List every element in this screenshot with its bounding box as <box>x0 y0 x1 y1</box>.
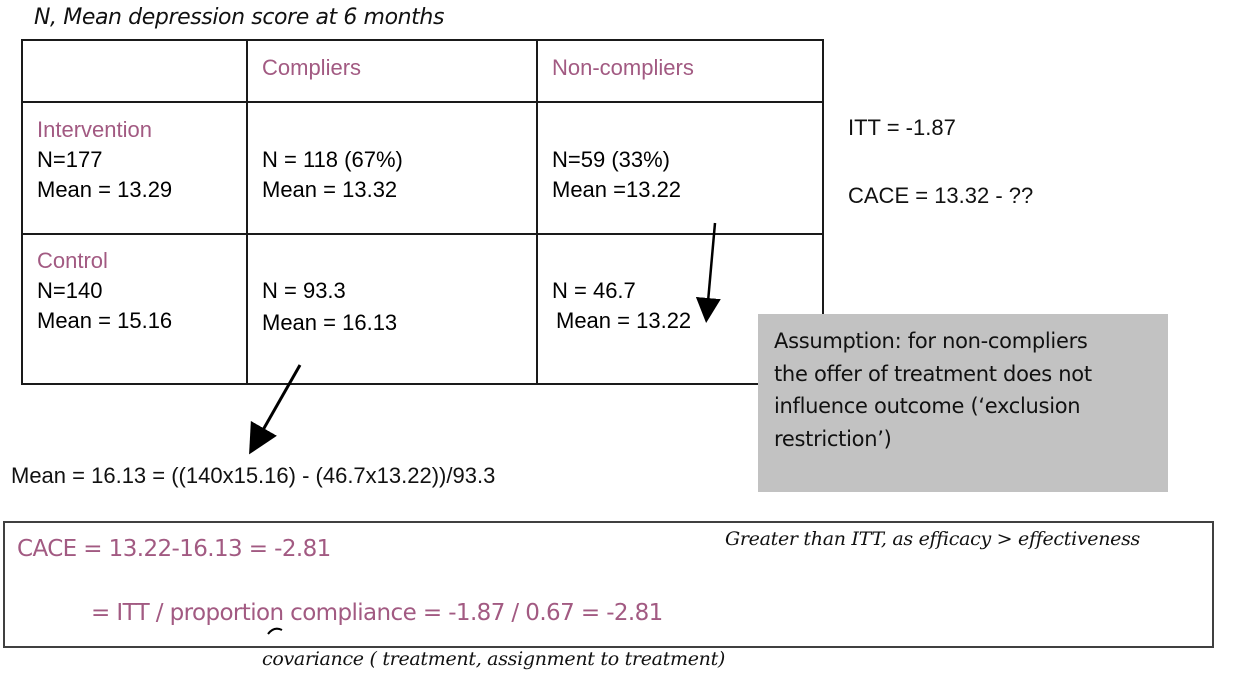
row-divider <box>23 101 822 103</box>
assumption-line: influence outcome (‘exclusion <box>774 394 1081 418</box>
header-noncompliers: Non-compliers <box>552 55 694 80</box>
intervention-compliers: N = 118 (67%) Mean = 13.32 <box>262 145 403 205</box>
control-total-n: N=140 <box>37 278 103 303</box>
row-divider <box>23 233 822 235</box>
intervention-noncompliers: N=59 (33%) Mean =13.22 <box>552 145 681 205</box>
row-control-total: Control N=140 Mean = 15.16 <box>37 246 172 336</box>
handwritten-note-covariance: covariance ( treatment, assignment to tr… <box>262 648 726 670</box>
intervention-noncompliers-n: N=59 (33%) <box>552 147 671 172</box>
assumption-callout: Assumption: for non-compliers the offer … <box>758 314 1168 492</box>
table-caption: N, Mean depression score at 6 months <box>34 5 445 30</box>
handwritten-note-efficacy: Greater than ITT, as efficacy > effectiv… <box>725 528 1141 550</box>
cace-question: CACE = 13.32 - ?? <box>848 183 1034 208</box>
row-label-intervention: Intervention <box>37 117 152 142</box>
column-divider <box>246 41 248 383</box>
control-noncompliers-n: N = 46.7 <box>552 278 636 303</box>
column-divider <box>536 41 538 383</box>
cace-result-box: CACE = 13.22-16.13 = -2.81 = ITT / propo… <box>3 521 1214 648</box>
arrow-down-left-icon <box>249 364 302 455</box>
cace-result-line-1: CACE = 13.22-16.13 = -2.81 <box>17 536 331 562</box>
row-label-control: Control <box>37 248 108 273</box>
assumption-line: the offer of treatment does not <box>774 361 1092 386</box>
header-compliers: Compliers <box>262 55 362 80</box>
control-noncompliers-mean: Mean = 13.22 <box>556 308 692 333</box>
mean-derivation-formula: Mean = 16.13 = ((140x15.16) - (46.7x13.2… <box>11 463 496 488</box>
row-intervention-total: Intervention N=177 Mean = 13.29 <box>37 115 172 205</box>
intervention-total-mean: Mean = 13.29 <box>37 177 173 202</box>
control-compliers-mean: Mean = 16.13 <box>262 310 398 335</box>
intervention-compliers-n: N = 118 (67%) <box>262 147 403 172</box>
caret-mark-icon <box>267 627 283 635</box>
intervention-compliers-mean: Mean = 13.32 <box>262 177 398 202</box>
arrow-down-icon <box>695 222 721 323</box>
cace-result-line-2: = ITT / proportion compliance = -1.87 / … <box>91 600 663 626</box>
control-noncompliers: N = 46.7 Mean = 13.22 <box>552 276 691 336</box>
control-compliers-n: N = 93.3 <box>262 278 346 303</box>
compliance-table: Compliers Non-compliers Intervention N=1… <box>21 39 824 385</box>
intervention-total-n: N=177 <box>37 147 103 172</box>
assumption-line: restriction’) <box>774 426 892 451</box>
control-total-mean: Mean = 15.16 <box>37 308 173 333</box>
intervention-noncompliers-mean: Mean =13.22 <box>552 177 682 202</box>
control-compliers: N = 93.3 Mean = 16.13 <box>262 276 397 338</box>
assumption-line: Assumption: for non-compliers <box>774 329 1088 353</box>
itt-value: ITT = -1.87 <box>848 115 956 140</box>
